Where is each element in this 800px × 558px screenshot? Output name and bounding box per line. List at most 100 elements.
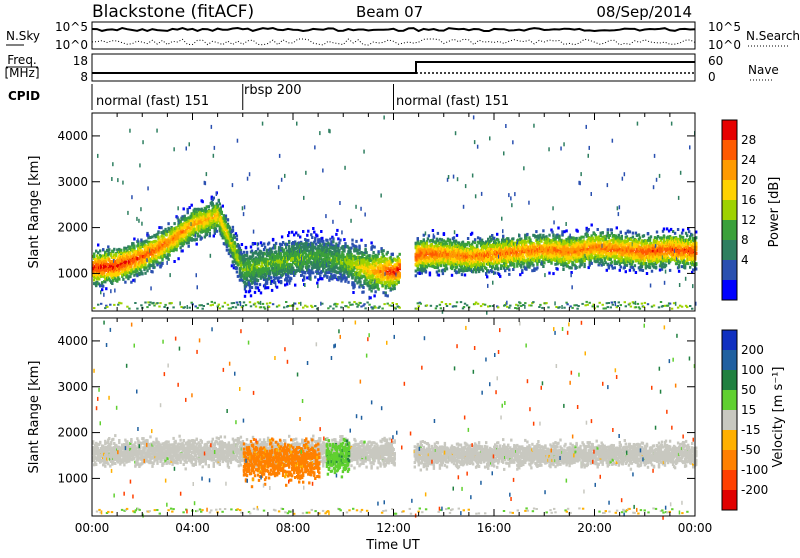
- power-nearrange-cell: [140, 304, 142, 306]
- power-echo-cell: [303, 260, 305, 263]
- power-nearrange-cell: [197, 307, 199, 309]
- power-echo-cell: [260, 291, 262, 294]
- power-echo-cell: [269, 273, 271, 276]
- power-nearrange-cell: [224, 302, 226, 304]
- power-echo-cell: [227, 219, 229, 222]
- power-echo-cell: [311, 236, 313, 239]
- power-echo-cell: [257, 286, 259, 289]
- power-noise-point: [139, 163, 141, 167]
- power-echo-cell: [290, 277, 292, 280]
- power-echo-cell: [307, 239, 309, 242]
- power-nearrange-cell: [170, 302, 172, 304]
- power-noise-point: [240, 302, 242, 306]
- power-echo-cell: [121, 273, 123, 276]
- power-nearrange-cell: [269, 302, 271, 304]
- power-echo-cell: [326, 276, 328, 279]
- power-echo-cell: [241, 243, 243, 246]
- power-echo-cell: [263, 243, 265, 246]
- power-noise-point: [166, 261, 168, 265]
- power-noise-point: [141, 222, 143, 226]
- power-echo-cell: [133, 238, 135, 241]
- power-echo-cell: [271, 289, 273, 292]
- power-echo-cell: [93, 255, 95, 258]
- power-echo-cell: [221, 212, 223, 215]
- power-echo-cell: [282, 241, 284, 244]
- cpid-label: CPID: [8, 89, 40, 103]
- power-noise-point: [206, 172, 208, 176]
- power-noise-point: [147, 186, 149, 190]
- power-echo-cell: [153, 266, 155, 269]
- power-echo-cell: [307, 230, 309, 233]
- power-noise-point: [332, 220, 334, 224]
- power-noise-point: [284, 174, 286, 178]
- power-echo-cell: [250, 294, 252, 297]
- power-nearrange-cell: [232, 306, 234, 308]
- power-noise-point: [253, 230, 255, 234]
- power-nearrange-cell: [97, 304, 99, 306]
- noise-right-tick-high: 10^5: [708, 20, 741, 34]
- power-echo-cell: [160, 231, 162, 234]
- power-noise-point: [278, 185, 280, 189]
- power-echo-cell: [102, 254, 104, 257]
- power-nearrange-cell: [207, 303, 209, 305]
- power-noise-point: [97, 154, 99, 158]
- power-echo-cell: [113, 248, 115, 251]
- power-nearrange-cell: [260, 306, 262, 308]
- noise-right-tick-low: 10^0: [708, 38, 741, 52]
- power-nearrange-cell: [189, 307, 191, 309]
- power-echo-cell: [312, 271, 314, 274]
- freq-tick-high: 18: [73, 54, 88, 68]
- power-echo-cell: [246, 251, 248, 254]
- power-echo-cell: [236, 238, 238, 241]
- power-echo-cell: [326, 239, 328, 242]
- power-echo-cell: [267, 286, 269, 289]
- power-echo-cell: [280, 281, 282, 284]
- power-noise-point: [195, 234, 197, 238]
- power-echo-cell: [202, 200, 204, 203]
- power-nearrange-cell: [120, 302, 122, 304]
- power-echo-cell: [216, 230, 218, 233]
- power-echo-cell: [254, 242, 256, 245]
- power-noise-point: [186, 147, 188, 151]
- power-echo-cell: [310, 233, 312, 236]
- power-echo-cell: [302, 230, 304, 233]
- power-noise-point: [216, 192, 218, 196]
- power-echo-cell: [281, 235, 283, 238]
- power-echo-cell: [316, 234, 318, 237]
- power-echo-cell: [140, 266, 142, 269]
- power-nearrange-cell: [146, 306, 148, 308]
- power-nearrange-cell: [109, 304, 111, 306]
- power-noise-point: [214, 146, 216, 150]
- power-noise-point: [289, 281, 291, 285]
- power-echo-cell: [266, 282, 268, 285]
- power-noise-point: [243, 212, 245, 216]
- power-nearrange-cell: [242, 305, 244, 307]
- power-echo-cell: [124, 281, 126, 284]
- power-echo-cell: [118, 278, 120, 281]
- power-echo-cell: [140, 239, 142, 242]
- power-echo-cell: [332, 240, 334, 243]
- power-echo-cell: [270, 276, 272, 279]
- power-echo-cell: [187, 211, 189, 214]
- power-nearrange-cell: [212, 304, 214, 306]
- power-echo-cell: [230, 234, 232, 237]
- power-echo-cell: [314, 276, 316, 279]
- power-noise-point: [211, 125, 213, 129]
- power-echo-cell: [322, 269, 324, 272]
- power-nearrange-cell: [153, 305, 155, 307]
- power-echo-cell: [97, 244, 99, 247]
- power-echo-cell: [236, 267, 238, 270]
- power-echo-cell: [141, 272, 143, 275]
- power-noise-point: [179, 301, 181, 305]
- power-echo-cell: [259, 283, 261, 286]
- power-noise-point: [325, 214, 327, 218]
- power-echo-cell: [246, 254, 248, 257]
- power-echo-cell: [122, 278, 124, 281]
- power-noise-point: [244, 205, 246, 209]
- power-echo-cell: [268, 242, 270, 245]
- power-echo-cell: [157, 231, 159, 234]
- power-echo-cell: [285, 246, 287, 249]
- power-echo-cell: [321, 237, 323, 240]
- power-echo-cell: [165, 234, 167, 237]
- power-echo-cell: [191, 204, 193, 207]
